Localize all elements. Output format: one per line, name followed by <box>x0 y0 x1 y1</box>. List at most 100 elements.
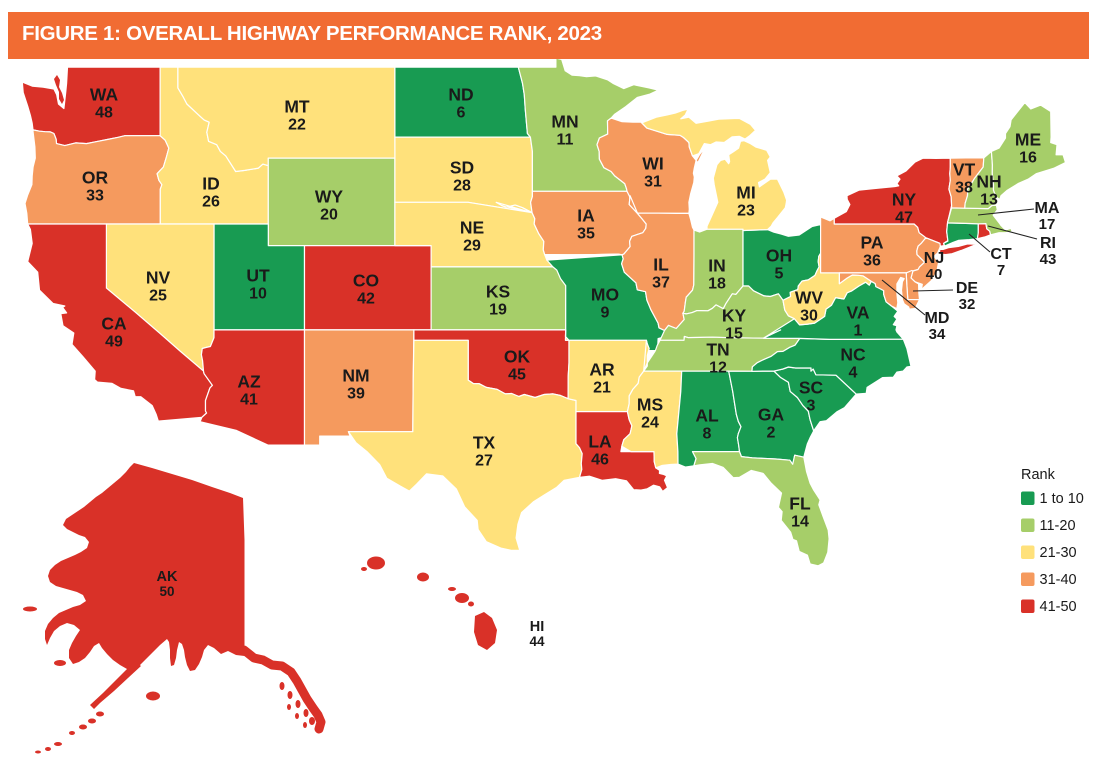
svg-text:42: 42 <box>357 290 375 307</box>
svg-text:47: 47 <box>895 209 913 226</box>
svg-text:21: 21 <box>593 379 611 396</box>
svg-text:MI: MI <box>736 182 755 202</box>
svg-text:AL: AL <box>695 405 719 425</box>
svg-text:28: 28 <box>453 177 471 194</box>
svg-text:OK: OK <box>504 346 531 366</box>
svg-text:TN: TN <box>706 339 729 359</box>
svg-text:ND: ND <box>448 84 473 104</box>
svg-text:SD: SD <box>450 157 474 177</box>
svg-text:AK: AK <box>157 569 178 585</box>
svg-text:ID: ID <box>202 173 220 193</box>
svg-text:NV: NV <box>146 267 171 287</box>
svg-text:VA: VA <box>846 302 869 322</box>
svg-text:SC: SC <box>799 377 824 397</box>
svg-text:3: 3 <box>807 397 816 414</box>
svg-text:TX: TX <box>473 432 496 452</box>
svg-text:ME: ME <box>1015 129 1041 149</box>
svg-text:WY: WY <box>315 186 344 206</box>
svg-text:27: 27 <box>475 452 493 469</box>
svg-text:22: 22 <box>288 116 306 133</box>
svg-text:38: 38 <box>955 179 973 196</box>
svg-text:DE: DE <box>956 280 979 297</box>
svg-text:48: 48 <box>95 104 113 121</box>
svg-text:20: 20 <box>320 206 338 223</box>
svg-text:11-20: 11-20 <box>1040 518 1076 534</box>
svg-text:OR: OR <box>82 167 109 187</box>
svg-text:43: 43 <box>1040 251 1057 268</box>
svg-text:46: 46 <box>591 451 609 468</box>
svg-text:21-30: 21-30 <box>1040 545 1077 561</box>
svg-text:LA: LA <box>588 431 612 451</box>
svg-text:5: 5 <box>775 265 784 282</box>
svg-text:AZ: AZ <box>237 371 261 391</box>
svg-text:NH: NH <box>976 171 1001 191</box>
svg-text:WV: WV <box>795 287 824 307</box>
svg-text:NE: NE <box>460 217 484 237</box>
svg-text:KS: KS <box>486 281 510 301</box>
svg-text:7: 7 <box>997 262 1005 279</box>
svg-text:VT: VT <box>953 159 976 179</box>
svg-text:AR: AR <box>589 359 615 379</box>
svg-text:26: 26 <box>202 193 220 210</box>
svg-text:GA: GA <box>758 404 785 424</box>
svg-text:33: 33 <box>86 187 104 204</box>
svg-text:41: 41 <box>240 391 258 408</box>
svg-text:19: 19 <box>489 301 507 318</box>
svg-text:30: 30 <box>800 307 818 324</box>
svg-text:1: 1 <box>854 322 863 339</box>
svg-text:KY: KY <box>722 305 747 325</box>
svg-text:8: 8 <box>703 425 712 442</box>
svg-text:PA: PA <box>860 232 883 252</box>
svg-text:34: 34 <box>929 326 946 343</box>
svg-text:MO: MO <box>591 284 619 304</box>
svg-text:IL: IL <box>653 254 669 274</box>
svg-text:12: 12 <box>709 359 727 376</box>
svg-text:IA: IA <box>577 205 595 225</box>
svg-text:OH: OH <box>766 245 792 265</box>
svg-text:CO: CO <box>353 270 379 290</box>
svg-text:CA: CA <box>101 313 127 333</box>
svg-text:14: 14 <box>791 513 809 530</box>
svg-text:HI: HI <box>530 619 545 635</box>
svg-text:39: 39 <box>347 385 365 402</box>
svg-text:MD: MD <box>925 310 950 327</box>
svg-text:41-50: 41-50 <box>1040 599 1077 615</box>
svg-text:6: 6 <box>457 104 466 121</box>
svg-text:45: 45 <box>508 366 526 383</box>
svg-text:1 to 10: 1 to 10 <box>1040 491 1084 507</box>
svg-text:23: 23 <box>737 202 755 219</box>
svg-text:MA: MA <box>1035 200 1060 217</box>
svg-text:NC: NC <box>840 344 866 364</box>
svg-text:31-40: 31-40 <box>1040 572 1077 588</box>
svg-text:31: 31 <box>644 173 662 190</box>
svg-text:4: 4 <box>849 364 858 381</box>
svg-text:Rank: Rank <box>1021 467 1056 483</box>
svg-text:32: 32 <box>959 296 976 313</box>
svg-text:CT: CT <box>990 246 1012 263</box>
svg-text:49: 49 <box>105 333 123 350</box>
svg-text:IN: IN <box>708 255 726 275</box>
svg-text:NY: NY <box>892 189 917 209</box>
svg-text:11: 11 <box>557 131 574 148</box>
svg-text:FL: FL <box>789 493 811 513</box>
svg-text:MS: MS <box>637 394 663 414</box>
svg-text:NM: NM <box>342 365 369 385</box>
svg-text:2: 2 <box>767 424 776 441</box>
svg-text:29: 29 <box>463 237 481 254</box>
svg-text:36: 36 <box>863 252 881 269</box>
svg-text:NJ: NJ <box>924 250 944 267</box>
svg-text:50: 50 <box>159 584 174 599</box>
svg-text:40: 40 <box>926 266 943 283</box>
svg-text:RI: RI <box>1040 235 1056 252</box>
svg-text:9: 9 <box>601 304 610 321</box>
svg-text:25: 25 <box>149 287 167 304</box>
svg-text:13: 13 <box>980 191 998 208</box>
svg-text:37: 37 <box>652 274 670 291</box>
svg-text:17: 17 <box>1039 216 1056 233</box>
svg-text:24: 24 <box>641 414 659 431</box>
svg-text:WA: WA <box>90 84 119 104</box>
svg-text:UT: UT <box>246 265 270 285</box>
svg-text:10: 10 <box>249 285 267 302</box>
svg-text:MT: MT <box>284 96 310 116</box>
svg-text:35: 35 <box>577 225 595 242</box>
